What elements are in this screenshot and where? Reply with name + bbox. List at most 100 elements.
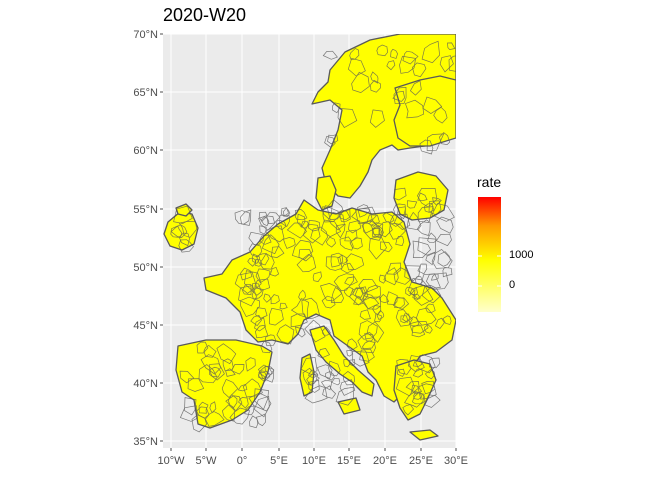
- region-boundary: [407, 355, 425, 373]
- region-boundary: [389, 213, 404, 227]
- region-boundary: [421, 40, 440, 64]
- region-boundary: [251, 287, 264, 300]
- region-boundary: [263, 293, 272, 303]
- region-boundary: [412, 369, 423, 378]
- region-boundary: [269, 307, 284, 326]
- region-boundary: [343, 371, 355, 386]
- region-boundary: [245, 357, 256, 372]
- region-boundary: [379, 294, 390, 303]
- x-tick-label: 10°W: [157, 455, 185, 467]
- y-tick-label: 70°N: [133, 29, 158, 41]
- region-boundary: [378, 221, 393, 238]
- region-boundary: [297, 213, 306, 228]
- region-boundary: [248, 243, 263, 258]
- region-boundary: [413, 284, 434, 306]
- plot-title: 2020-W20: [163, 5, 247, 25]
- region-boundary: [290, 298, 310, 319]
- region-boundary: [200, 354, 221, 375]
- region-boundary: [351, 208, 373, 224]
- region-boundary: [231, 364, 245, 375]
- x-tick-label: 20°E: [373, 455, 397, 467]
- region-boundary: [344, 229, 358, 242]
- region-boundary: [225, 368, 236, 377]
- region-boundary: [234, 271, 257, 294]
- region-boundary: [395, 309, 413, 327]
- region-boundary: [395, 236, 405, 247]
- region-boundary: [271, 246, 285, 258]
- y-tick-label: 60°N: [133, 145, 158, 157]
- region-boundary: [428, 200, 442, 216]
- region-scandinavia: [311, 34, 456, 199]
- region-boundary: [394, 296, 405, 309]
- region-boundary: [238, 285, 257, 307]
- region-boundary: [380, 241, 393, 253]
- region-boundary: [358, 279, 379, 294]
- region-boundary: [283, 237, 296, 249]
- region-boundary: [433, 106, 448, 124]
- region-boundary: [436, 216, 454, 234]
- region-boundary: [358, 320, 378, 340]
- region-boundary: [393, 203, 406, 216]
- region-boundary: [402, 50, 419, 65]
- region-boundary: [386, 60, 396, 71]
- region-boundary: [415, 354, 436, 374]
- region-boundary: [275, 219, 287, 231]
- region-boundary: [434, 317, 445, 329]
- region-italy: [309, 325, 375, 397]
- region-boundary: [216, 343, 237, 365]
- region-denmark: [315, 175, 337, 211]
- region-boundary: [279, 302, 288, 310]
- region-boundary: [259, 225, 267, 235]
- region-boundary: [392, 90, 405, 102]
- region-boundary: [383, 267, 399, 286]
- region-boundary: [397, 368, 405, 377]
- region-boundary: [357, 204, 371, 218]
- region-boundary: [424, 324, 433, 334]
- region-boundary: [240, 296, 260, 318]
- region-boundary: [327, 133, 339, 145]
- region-boundary: [294, 209, 308, 221]
- region-boundary: [255, 324, 269, 339]
- region-boundary: [404, 265, 421, 282]
- region-boundary: [353, 297, 364, 305]
- region-boundary: [260, 340, 273, 354]
- region-boundary: [322, 385, 337, 399]
- region-boundary: [424, 369, 436, 380]
- region-boundary: [276, 324, 295, 345]
- region-boundary: [308, 369, 319, 378]
- region-boundary: [374, 313, 382, 323]
- y-tick-label: 65°N: [133, 87, 158, 99]
- region-boundary: [335, 223, 346, 239]
- region-boundary: [296, 253, 317, 273]
- region-boundary: [250, 314, 262, 327]
- region-boundary: [333, 273, 354, 291]
- region-boundary: [349, 286, 369, 306]
- region-boundary: [372, 305, 382, 316]
- region-boundary: [366, 214, 380, 227]
- region-boundary: [344, 286, 354, 298]
- region-boundary: [417, 192, 428, 202]
- region-boundary: [352, 287, 367, 301]
- region-boundary: [295, 326, 306, 338]
- region-boundary: [361, 340, 376, 354]
- region-boundary: [338, 209, 351, 221]
- region-boundary: [402, 313, 411, 323]
- region-boundary: [366, 321, 385, 343]
- region-boundary: [298, 289, 306, 300]
- region-boundary: [198, 401, 209, 414]
- region-boundary: [255, 253, 270, 266]
- region-boundary: [416, 219, 431, 236]
- region-boundary: [302, 223, 321, 244]
- region-boundary: [304, 385, 328, 404]
- x-tick-label: 10°E: [302, 455, 326, 467]
- region-boundary: [330, 286, 344, 303]
- region-boundary: [431, 203, 455, 222]
- region-boundary: [420, 273, 441, 289]
- region-boundary: [317, 348, 331, 359]
- region-boundary: [386, 262, 401, 275]
- region-boundary: [248, 231, 265, 246]
- region-boundary: [412, 358, 423, 367]
- region-boundary: [322, 205, 333, 220]
- region-boundary: [405, 381, 420, 392]
